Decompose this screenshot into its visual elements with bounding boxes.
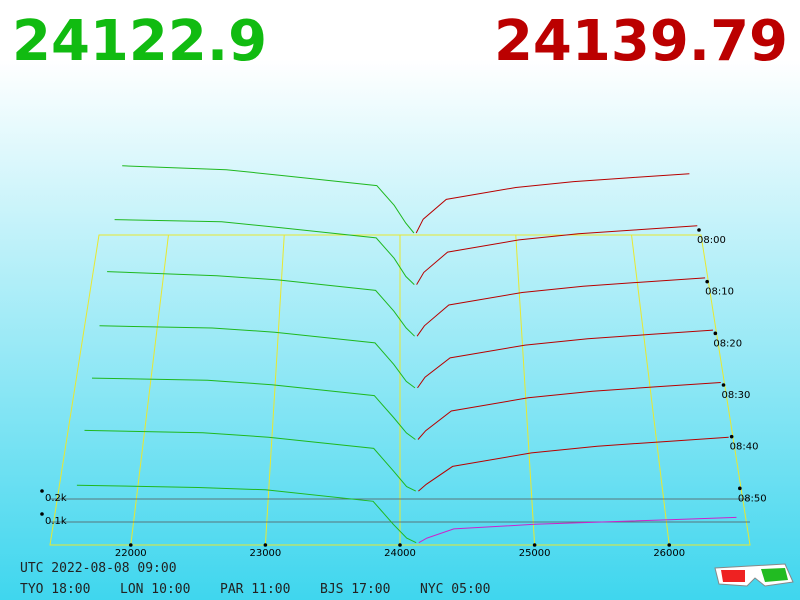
ask-depth-line: [416, 277, 706, 337]
grid-line: [130, 234, 169, 546]
x-tick-label: 23000: [249, 548, 281, 559]
x-tick-label: 22000: [115, 548, 147, 559]
z-tick-label: 08:30: [722, 390, 751, 401]
best-ask: 24139.79: [494, 9, 788, 74]
3d-glasses-icon: [714, 563, 794, 587]
z-tick-label: 08:10: [705, 287, 734, 298]
clock: TYO 18:00: [20, 582, 90, 597]
tick-dot: [263, 543, 268, 547]
tick-dot: [128, 543, 133, 547]
floor-frame: [49, 234, 751, 546]
tick-dot: [40, 489, 44, 493]
ask-depth-line: [417, 329, 714, 389]
timestamp: UTC 2022-08-08 09:00: [20, 561, 177, 576]
ask-depth-line: [418, 436, 729, 492]
bid-depth-line: [84, 429, 417, 492]
tick-dot: [398, 543, 402, 547]
bid-depth-line: [122, 165, 415, 234]
z-tick-label: 08:00: [697, 235, 726, 246]
grid-line: [631, 234, 670, 546]
best-bid: 24122.9: [12, 9, 267, 74]
clock: NYC 05:00: [420, 582, 490, 597]
x-tick-label: 26000: [653, 548, 685, 559]
bid-depth-line: [91, 377, 416, 440]
tick-dot: [40, 512, 44, 516]
ask-depth-line: [415, 173, 690, 234]
ask-depth-line: [418, 516, 737, 544]
z-tick-label: 08:40: [730, 442, 759, 453]
z-tick-label: 08:50: [738, 493, 767, 504]
grid-line: [515, 234, 536, 546]
plot: 22000 23000 24000 25000 26000 0.1k 0.2k 08:00 08…: [40, 165, 767, 559]
x-tick-label: 24000: [384, 548, 416, 559]
bid-depth-line: [99, 325, 416, 389]
tick-dot: [705, 279, 709, 284]
tick-dot: [729, 434, 734, 439]
ask-depth-line: [416, 225, 698, 285]
tick-dot: [721, 383, 726, 387]
tick-dot: [738, 486, 742, 491]
bid-depth-line: [76, 484, 417, 544]
grid-line: [264, 234, 285, 546]
clock: LON 10:00: [120, 582, 190, 597]
x-tick-label: 25000: [519, 548, 551, 559]
clock: PAR 11:00: [220, 582, 290, 597]
bid-depth-line: [114, 219, 415, 285]
clocks: TYO 18:00 LON 10:00 PAR 11:00 BJS 17:00 NYC …: [20, 582, 490, 597]
tick-dot: [532, 543, 537, 547]
z-tick-label: 08:20: [713, 338, 742, 349]
y-tick-label: 0.2k: [45, 493, 67, 504]
tick-dot: [697, 228, 701, 232]
bid-depth-line: [107, 271, 415, 337]
clock: BJS 17:00: [320, 582, 390, 597]
tick-dot: [713, 331, 718, 336]
tick-dot: [667, 543, 672, 547]
y-tick-label: 0.1k: [45, 516, 67, 527]
ask-depth-line: [417, 382, 721, 440]
